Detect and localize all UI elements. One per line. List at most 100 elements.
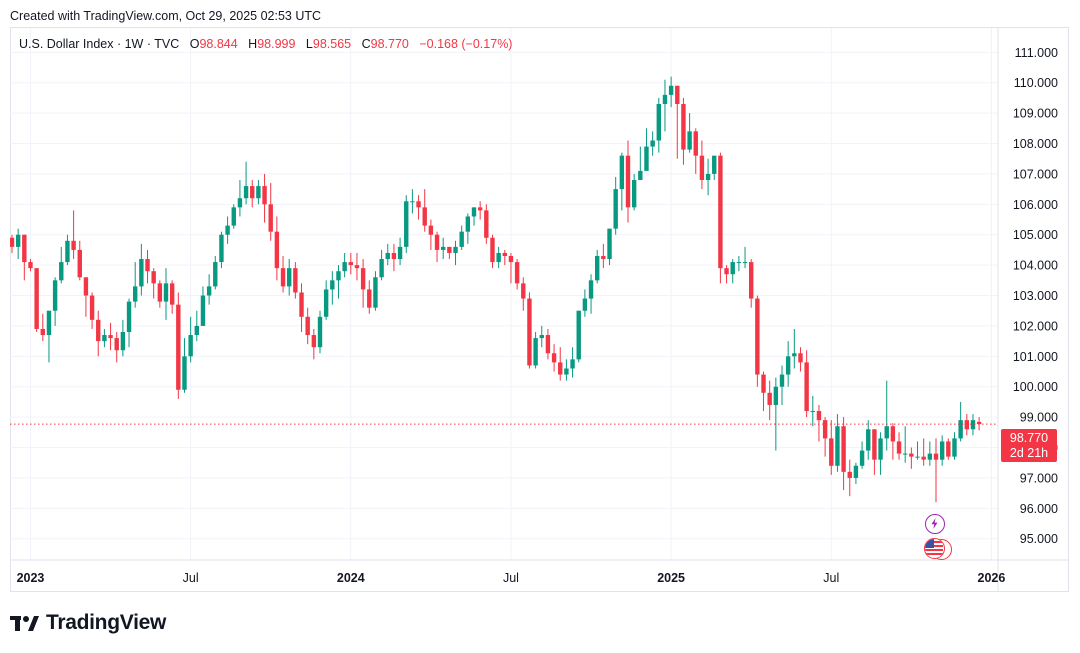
candle-body [767,392,772,405]
candle-body [280,268,286,287]
candle-body [28,262,33,269]
candle-body [816,411,822,421]
candle-body [330,280,335,290]
candle-body [699,155,705,180]
close-label: C [361,37,371,51]
candle-body [952,438,957,457]
candle-body [391,252,397,260]
y-tick-label: 105.000 [1013,228,1058,242]
candle-body [108,335,113,339]
candle-body [206,286,212,296]
candle-body [397,246,403,260]
candle-body [595,256,600,281]
lightning-icon[interactable] [925,514,945,534]
candle-body [225,225,230,235]
candle-body [416,201,421,208]
candle-body [133,286,138,302]
us-flag-icon[interactable] [924,538,945,559]
candle-body [484,210,489,238]
candle-body [120,332,126,351]
candle-body [804,362,809,412]
candle-body [200,295,206,326]
candle-body [250,186,255,199]
candle-body [773,386,779,405]
candle-body [681,104,686,150]
x-tick-label: 2024 [337,571,365,585]
candle-body [287,268,292,287]
candle-body [939,441,945,460]
candle-body [89,295,95,320]
tradingview-logo[interactable]: TradingView [10,610,166,636]
candle-body [539,335,544,339]
x-tick-label: Jul [183,571,199,585]
candle-body [96,319,101,342]
candle-body [237,198,243,208]
candle-body [619,155,625,190]
candle-body [779,374,785,387]
candle-body [256,186,261,199]
candle-body [964,420,969,430]
candle-body [305,316,310,336]
candle-body [730,262,735,275]
candle-body [188,335,193,357]
candle-body [373,277,378,308]
candle-body [126,301,132,332]
candle-body [490,237,495,263]
y-tick-label: 95.000 [1020,532,1058,546]
candle-body [736,262,742,264]
chart-frame [10,27,1069,592]
candle-body [675,85,680,104]
candle-body [139,259,144,287]
candle-body [514,262,520,284]
candle-body [379,259,384,278]
candle-body [582,298,588,311]
candle-body [551,353,557,363]
candlestick-chart[interactable]: 95.00096.00097.00098.00099.000100.000101… [10,27,1069,592]
candle-body [761,374,766,393]
candle-body [662,94,668,104]
y-tick-label: 110.000 [1014,76,1058,90]
y-tick-label: 106.000 [1013,198,1058,212]
candle-body [348,262,353,266]
candle-body [564,368,569,375]
candle-body [447,246,452,253]
low-value: 98.565 [312,37,352,51]
candle-body [163,283,169,302]
y-tick-label: 97.000 [1020,471,1058,485]
candle-body [896,441,902,454]
candle-body [274,231,280,269]
candle-body [545,335,551,354]
time-axis: 2023 Jul 2024 Jul 2025 Jul 2026 [17,571,1006,585]
candle-body [976,421,982,425]
candle-body [853,465,859,478]
candle-body [946,441,951,457]
candle-body [15,234,21,247]
candle-body [213,262,218,287]
price-axis: 95.00096.00097.00098.00099.000100.000101… [1013,46,1058,546]
candle-body [434,234,440,250]
candle-body [742,262,748,264]
y-tick-label: 104.000 [1013,259,1058,273]
y-tick-label: 109.000 [1013,107,1058,121]
candle-body [385,252,390,260]
candle-body [668,85,674,95]
close-value: 98.770 [370,37,409,51]
candle-body [46,310,52,336]
candle-body [508,256,514,263]
flag-glyph [925,539,943,557]
candle-body [915,456,920,458]
created-with-header: Created with TradingView.com, Oct 29, 20… [10,9,322,23]
y-tick-label: 101.000 [1013,350,1058,364]
x-tick-label: 2026 [978,571,1006,585]
candle-body [785,356,791,375]
candle-body [59,262,64,281]
candle-body [65,240,70,263]
candle-body [360,268,366,290]
candle-body [933,453,939,460]
candle-body [145,259,150,272]
candle-body [465,216,471,232]
y-tick-label: 102.000 [1013,319,1058,333]
candle-body [607,228,612,260]
candle-body [527,298,532,366]
candle-body [404,201,409,247]
